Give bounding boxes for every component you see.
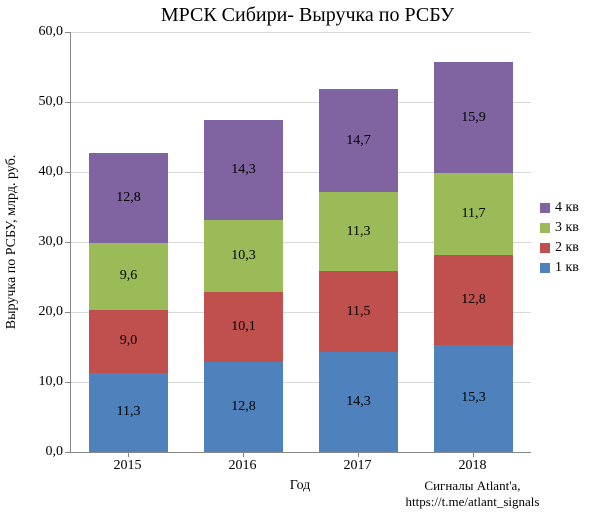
grid-line bbox=[71, 32, 531, 33]
y-tick-mark bbox=[65, 102, 70, 103]
bar-segment: 14,7 bbox=[319, 89, 397, 192]
bar-segment-label: 12,8 bbox=[434, 292, 512, 308]
bar-segment-label: 11,5 bbox=[319, 304, 397, 320]
attribution-line1: Сигналы Atlant'a, bbox=[424, 478, 520, 493]
y-tick-label: 20,0 bbox=[23, 304, 63, 320]
y-tick-mark bbox=[65, 32, 70, 33]
bar-segment-label: 14,3 bbox=[204, 162, 282, 178]
y-tick-label: 30,0 bbox=[23, 234, 63, 250]
bar-segment-label: 9,6 bbox=[89, 268, 167, 284]
bar-segment-label: 12,8 bbox=[204, 399, 282, 415]
x-tick-label: 2017 bbox=[344, 458, 372, 474]
x-tick-label: 2018 bbox=[459, 458, 487, 474]
bar-segment-label: 11,3 bbox=[89, 404, 167, 420]
x-tick-mark bbox=[243, 452, 244, 457]
x-tick-mark bbox=[358, 452, 359, 457]
x-tick-mark bbox=[473, 452, 474, 457]
y-tick-label: 0,0 bbox=[23, 444, 63, 460]
y-tick-label: 40,0 bbox=[23, 164, 63, 180]
y-tick-mark bbox=[65, 382, 70, 383]
legend-label: 3 кв bbox=[555, 220, 579, 236]
bar-segment-label: 11,3 bbox=[319, 224, 397, 240]
legend-label: 2 кв bbox=[555, 240, 579, 256]
legend-item: 1 кв bbox=[540, 260, 579, 276]
y-tick-mark bbox=[65, 242, 70, 243]
legend-item: 3 кв bbox=[540, 220, 579, 236]
bar-segment: 12,8 bbox=[434, 255, 512, 345]
bar-segment: 9,6 bbox=[89, 243, 167, 310]
bar-segment-label: 14,3 bbox=[319, 394, 397, 410]
bar-group: 14,3 11,5 11,3 14,7 bbox=[319, 89, 397, 452]
y-tick-label: 10,0 bbox=[23, 374, 63, 390]
legend-label: 4 кв bbox=[555, 200, 579, 216]
bar-segment: 11,5 bbox=[319, 271, 397, 352]
bar-segment: 11,3 bbox=[319, 192, 397, 271]
bar-group: 12,8 10,1 10,3 14,3 bbox=[204, 120, 282, 453]
bar-segment: 14,3 bbox=[319, 352, 397, 452]
bar-group: 11,3 9,0 9,6 12,8 bbox=[89, 153, 167, 452]
y-tick-mark bbox=[65, 172, 70, 173]
legend-label: 1 кв bbox=[555, 260, 579, 276]
bar-segment-label: 12,8 bbox=[89, 190, 167, 206]
bar-segment: 11,3 bbox=[89, 373, 167, 452]
attribution-line2: https://t.me/atlant_signals bbox=[406, 494, 540, 509]
bar-segment-label: 15,9 bbox=[434, 110, 512, 126]
y-axis-label: Выручка по РСБУ, млрд. руб. bbox=[4, 155, 20, 329]
chart-container: МРСК Сибири- Выручка по РСБУ 11,39,09,61… bbox=[0, 0, 615, 521]
legend-item: 2 кв bbox=[540, 240, 579, 256]
y-tick-mark bbox=[65, 312, 70, 313]
attribution: Сигналы Atlant'a,https://t.me/atlant_sig… bbox=[406, 478, 540, 511]
x-tick-label: 2016 bbox=[229, 458, 257, 474]
chart-title: МРСК Сибири- Выручка по РСБУ bbox=[0, 4, 615, 27]
legend-swatch bbox=[540, 223, 550, 233]
bar-segment: 15,9 bbox=[434, 62, 512, 173]
y-tick-label: 60,0 bbox=[23, 24, 63, 40]
bar-segment-label: 9,0 bbox=[89, 333, 167, 349]
legend-swatch bbox=[540, 243, 550, 253]
bar-segment-label: 11,7 bbox=[434, 206, 512, 222]
bar-segment: 11,7 bbox=[434, 173, 512, 255]
y-tick-mark bbox=[65, 452, 70, 453]
y-tick-label: 50,0 bbox=[23, 94, 63, 110]
bar-segment-label: 14,7 bbox=[319, 133, 397, 149]
x-tick-label: 2015 bbox=[114, 458, 142, 474]
bar-segment: 12,8 bbox=[204, 362, 282, 452]
legend-swatch bbox=[540, 263, 550, 273]
bar-segment-label: 10,3 bbox=[204, 248, 282, 264]
bar-segment: 10,1 bbox=[204, 292, 282, 363]
bar-segment: 10,3 bbox=[204, 220, 282, 292]
bar-segment: 12,8 bbox=[89, 153, 167, 243]
bar-segment-label: 10,1 bbox=[204, 319, 282, 335]
legend-item: 4 кв bbox=[540, 200, 579, 216]
bar-segment: 9,0 bbox=[89, 310, 167, 373]
plot-area: 11,3 9,0 9,6 12,8 12,8 10,1 10,3 14,3 14,3 11,5 11… bbox=[70, 32, 531, 453]
x-tick-mark bbox=[128, 452, 129, 457]
bar-segment: 14,3 bbox=[204, 120, 282, 220]
legend: 4 кв 3 кв 2 кв 1 кв bbox=[540, 200, 579, 280]
bar-segment: 15,3 bbox=[434, 345, 512, 452]
legend-swatch bbox=[540, 203, 550, 213]
bar-segment-label: 15,3 bbox=[434, 390, 512, 406]
bar-group: 15,3 12,8 11,7 15,9 bbox=[434, 62, 512, 452]
